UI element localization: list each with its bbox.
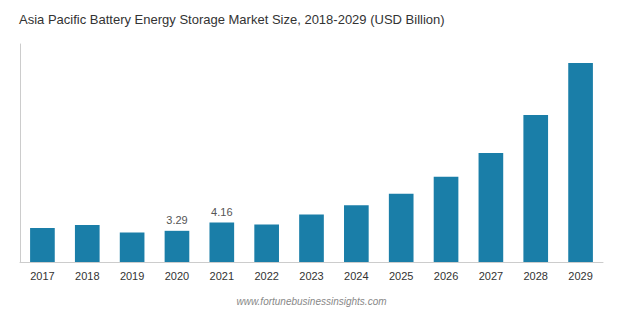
svg-text:Asia Pacific Battery Energy St: Asia Pacific Battery Energy Storage Mark… <box>19 12 445 27</box>
svg-text:2017: 2017 <box>30 270 54 282</box>
svg-text:2026: 2026 <box>434 270 458 282</box>
svg-text:2020: 2020 <box>165 270 189 282</box>
svg-text:3.29: 3.29 <box>166 214 187 226</box>
svg-text:2029: 2029 <box>568 270 592 282</box>
svg-text:2018: 2018 <box>75 270 99 282</box>
svg-text:2022: 2022 <box>254 270 278 282</box>
svg-text:4.16: 4.16 <box>211 206 232 218</box>
svg-text:2028: 2028 <box>523 270 547 282</box>
svg-text:2025: 2025 <box>389 270 413 282</box>
svg-text:2024: 2024 <box>344 270 368 282</box>
svg-text:www.fortunebusinessinsights.co: www.fortunebusinessinsights.com <box>236 296 386 307</box>
svg-text:2023: 2023 <box>299 270 323 282</box>
svg-text:2019: 2019 <box>120 270 144 282</box>
svg-text:2021: 2021 <box>210 270 234 282</box>
svg-text:2027: 2027 <box>479 270 503 282</box>
